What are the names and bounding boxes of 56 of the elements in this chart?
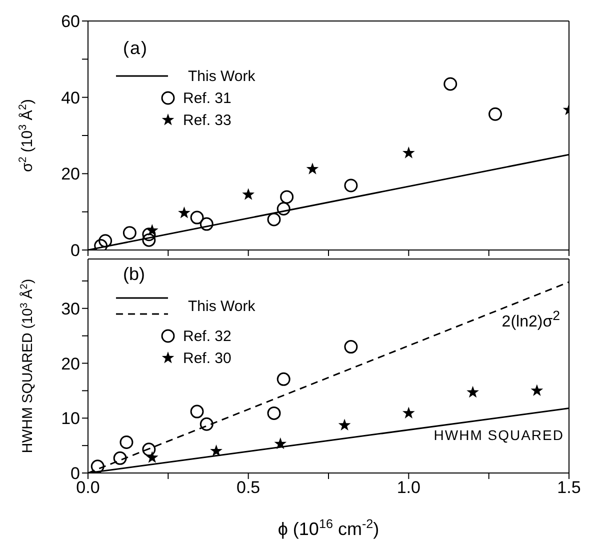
- x-tick-label: 0.0: [76, 478, 100, 498]
- point: [242, 188, 255, 200]
- point: [402, 406, 415, 418]
- legend-label: Ref. 30: [183, 350, 232, 367]
- y-tick-label: 20: [61, 354, 80, 374]
- point: [276, 202, 290, 216]
- point: [146, 224, 158, 236]
- x-tick-label: 1.5: [557, 478, 581, 498]
- point: [178, 206, 190, 218]
- point: [122, 226, 136, 240]
- point: [274, 437, 287, 450]
- annotation: 2(ln2)σ$^{2}$: [502, 308, 560, 332]
- point: [488, 107, 502, 121]
- x-tick-label: 0.5: [236, 478, 260, 498]
- annotation: HWHM SQUARED: [434, 427, 564, 443]
- point: [444, 77, 458, 91]
- legend-label: Ref. 32: [183, 328, 232, 345]
- point: [344, 340, 358, 354]
- point: [267, 406, 281, 420]
- point: [190, 210, 204, 224]
- y-tick-label: 20: [61, 164, 80, 184]
- point: [402, 146, 415, 158]
- point: [200, 417, 214, 431]
- point: [276, 372, 290, 386]
- legend-label: This Work: [188, 68, 256, 85]
- x-axis-title: ϕ (10$^{16}$ cm$^{-2}$): [278, 517, 380, 539]
- legend-label: This Work: [188, 298, 256, 315]
- x-tick-label: 1.0: [396, 478, 420, 498]
- y-tick-label: 40: [61, 88, 80, 108]
- point: [200, 217, 214, 231]
- y-tick-label: 0: [70, 241, 80, 260]
- point: [190, 404, 204, 418]
- point: [306, 162, 319, 174]
- y-tick-label: 60: [61, 12, 80, 32]
- point: [113, 451, 127, 465]
- point: [98, 234, 112, 248]
- point: [142, 233, 156, 247]
- annotation: (b): [123, 264, 145, 285]
- point: [338, 418, 351, 431]
- point: [120, 436, 134, 450]
- point: [146, 451, 158, 463]
- legend-label: Ref. 31: [183, 90, 232, 107]
- point: [530, 384, 544, 396]
- point: [466, 386, 479, 398]
- point: [280, 190, 294, 204]
- point: [210, 444, 222, 456]
- point: [90, 460, 104, 473]
- point: [142, 442, 156, 456]
- y-tick-label: 10: [61, 409, 80, 428]
- point: [344, 178, 358, 192]
- point: [142, 228, 156, 242]
- point: [94, 239, 108, 250]
- legend-label: Ref. 33: [183, 112, 232, 129]
- annotation: (a): [123, 38, 148, 59]
- point: [267, 212, 281, 226]
- y-tick-label: 30: [61, 299, 80, 318]
